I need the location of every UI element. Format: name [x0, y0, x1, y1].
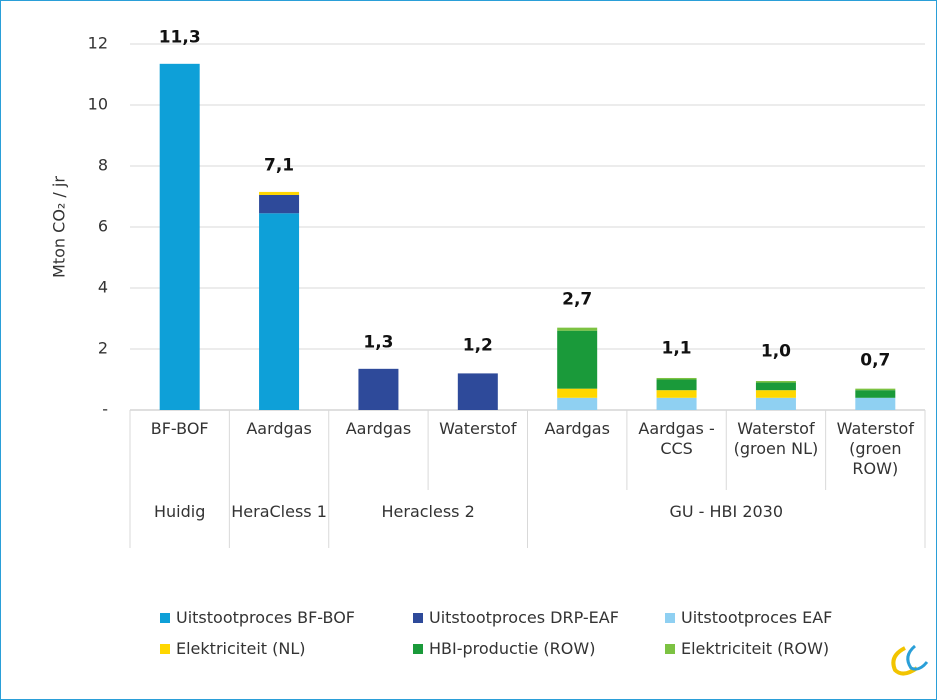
total-label: 0,7 — [860, 351, 890, 371]
legend-label: Uitstootproces EAF — [681, 608, 833, 627]
y-tick-label: 12 — [88, 34, 108, 53]
x-tick-label: Aardgas - CCS — [638, 419, 715, 458]
bar-segment — [656, 397, 697, 410]
legend-item: Elektriciteit (NL) — [160, 639, 306, 658]
legend-label: Uitstootproces DRP-EAF — [429, 608, 619, 627]
y-tick-label: 4 — [98, 278, 108, 297]
bar-segment — [855, 397, 896, 410]
legend-swatch — [665, 643, 675, 654]
total-label: 7,1 — [264, 155, 294, 175]
group-label: Huidig — [154, 502, 206, 521]
bar-segment — [259, 194, 300, 214]
y-tick-label: 2 — [98, 339, 108, 358]
x-tick-label: Aardgas — [246, 419, 312, 438]
bar-segment — [656, 379, 697, 391]
group-label: HeraCless 1 — [231, 502, 327, 521]
y-tick-label: 8 — [98, 156, 108, 175]
y-tick-label: - — [102, 400, 108, 419]
bar-segment — [656, 377, 697, 380]
x-tick-label: Waterstof (groen NL) — [733, 419, 819, 458]
x-tick-label: BF-BOF — [150, 419, 209, 438]
legend-item: HBI-productie (ROW) — [413, 639, 595, 658]
legend-swatch — [160, 612, 170, 623]
bar-segment — [259, 191, 300, 195]
legend-item: Uitstootproces EAF — [665, 608, 832, 627]
total-label: 1,2 — [463, 335, 493, 355]
legend-swatch — [160, 643, 170, 654]
bar-segment — [457, 373, 498, 410]
logo — [891, 644, 929, 676]
bar-segment — [755, 390, 796, 398]
x-tick-label: Waterstof (groen ROW) — [836, 419, 914, 478]
bar-segment — [557, 327, 598, 331]
x-tick-label: Waterstof — [439, 419, 517, 438]
total-label: 1,3 — [363, 332, 393, 352]
bar-segment — [159, 63, 200, 410]
total-label: 1,1 — [662, 338, 692, 358]
bar-segment — [855, 390, 896, 398]
bar-segment — [358, 368, 399, 410]
bar-segment — [557, 330, 598, 389]
x-tick-label: Aardgas — [345, 419, 412, 438]
y-axis-label: Mton CO₂ / jr — [50, 176, 69, 278]
x-tick-label: Aardgas — [544, 419, 610, 438]
group-label: Heracless 2 — [381, 502, 475, 521]
group-label: GU - HBI 2030 — [669, 502, 784, 521]
bar-segment — [855, 388, 896, 391]
legend-swatch — [665, 612, 675, 623]
total-label: 11,3 — [159, 27, 201, 47]
y-tick-label: 10 — [88, 95, 108, 114]
bar-segment — [557, 397, 598, 410]
bar-segment — [755, 397, 796, 410]
bar-segment — [259, 213, 300, 410]
legend-swatch — [413, 612, 423, 623]
legend-item: Elektriciteit (ROW) — [665, 639, 829, 658]
y-tick-label: 6 — [98, 217, 108, 236]
legend-swatch — [413, 643, 423, 654]
bar-segment — [755, 381, 796, 383]
bar-segment — [656, 390, 697, 398]
legend-label: HBI-productie (ROW) — [429, 639, 596, 658]
legend-item: Uitstootproces BF-BOF — [160, 608, 355, 627]
legend-label: Elektriciteit (ROW) — [681, 639, 830, 658]
legend-label: Elektriciteit (NL) — [176, 639, 306, 658]
bar-segment — [557, 388, 598, 398]
legend-label: Uitstootproces BF-BOF — [176, 608, 355, 627]
legend-item: Uitstootproces DRP-EAF — [413, 608, 619, 627]
total-label: 1,0 — [761, 342, 791, 362]
total-label: 2,7 — [562, 290, 592, 310]
bar-segment — [755, 382, 796, 391]
